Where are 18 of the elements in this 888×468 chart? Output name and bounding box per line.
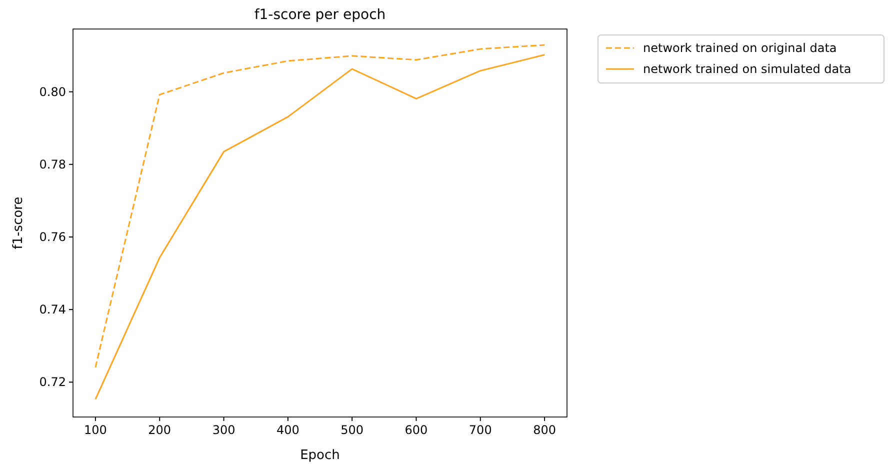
- y-axis-title: f1-score: [11, 196, 26, 250]
- x-tick-label: 700: [468, 423, 492, 437]
- y-tick-label: 0.78: [39, 157, 66, 172]
- x-tick-label: 300: [212, 423, 236, 437]
- x-tick-label: 100: [84, 423, 107, 437]
- y-tick-label: 0.74: [39, 302, 66, 317]
- legend-label: network trained on original data: [643, 41, 837, 55]
- x-tick-label: 200: [148, 423, 172, 437]
- y-tick-label: 0.80: [39, 84, 66, 99]
- y-tick-label: 0.76: [39, 230, 66, 244]
- y-tick-label: 0.72: [39, 375, 66, 390]
- x-tick-label: 500: [340, 423, 364, 437]
- chart-title: f1-score per epoch: [254, 7, 386, 23]
- x-tick-label: 400: [276, 423, 300, 437]
- legend-label: network trained on simulated data: [643, 62, 852, 76]
- x-tick-label: 600: [404, 423, 428, 437]
- x-axis-title: Epoch: [300, 448, 340, 463]
- x-tick-label: 800: [533, 423, 556, 437]
